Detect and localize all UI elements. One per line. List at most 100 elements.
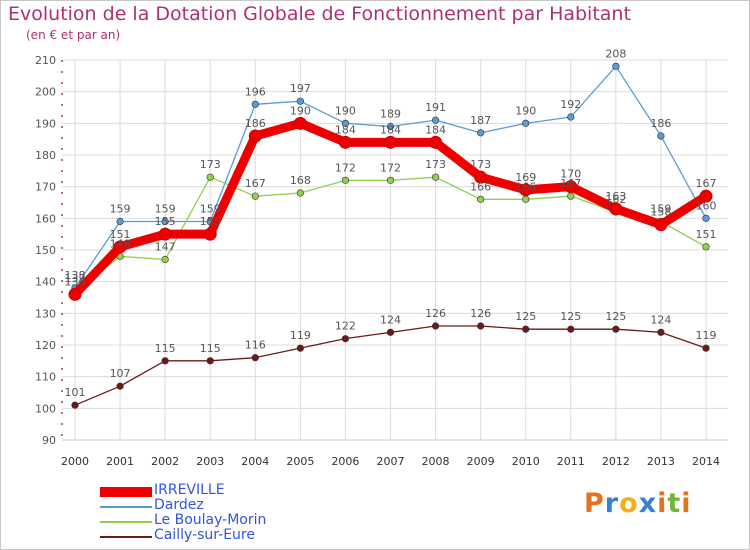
x-tick-label: 2011 <box>557 455 585 468</box>
data-point <box>429 135 443 149</box>
data-label: 172 <box>335 161 356 174</box>
x-tick-label: 2010 <box>512 455 540 468</box>
data-point <box>657 132 665 140</box>
data-point <box>522 195 530 203</box>
data-label: 192 <box>560 98 581 111</box>
x-tick-label: 2004 <box>241 455 269 468</box>
data-point <box>296 189 304 197</box>
data-label: 159 <box>200 203 221 216</box>
data-point <box>431 116 440 124</box>
data-label: 136 <box>65 275 86 288</box>
data-point <box>699 189 713 203</box>
data-point <box>161 255 169 264</box>
data-point <box>116 382 124 390</box>
data-label: 160 <box>696 199 717 212</box>
data-point <box>702 344 710 352</box>
x-tick-label: 2006 <box>331 455 359 468</box>
data-label: 158 <box>650 206 671 219</box>
data-point <box>522 325 530 333</box>
data-point <box>251 100 259 108</box>
legend-label: Dardez <box>154 497 204 513</box>
data-label: 170 <box>560 168 581 181</box>
y-tick-label: 160 <box>35 212 56 225</box>
data-point <box>612 62 620 70</box>
x-tick-label: 2007 <box>377 455 405 468</box>
data-label: 197 <box>290 82 311 95</box>
data-point <box>474 170 488 184</box>
y-tick-label: 190 <box>35 117 56 130</box>
data-point <box>477 129 485 137</box>
data-label: 187 <box>470 114 491 127</box>
data-label: 168 <box>290 174 311 187</box>
data-label: 173 <box>470 158 491 171</box>
y-tick-label: 140 <box>35 276 56 289</box>
data-label: 167 <box>560 177 581 190</box>
data-point <box>567 325 575 333</box>
x-tick-label: 2008 <box>422 455 450 468</box>
data-point <box>477 195 485 203</box>
brand-letter: x <box>638 488 658 519</box>
legend-swatch <box>100 487 152 497</box>
data-label: 151 <box>696 228 717 241</box>
data-point <box>567 113 575 121</box>
data-point <box>519 183 533 197</box>
data-label: 151 <box>110 228 131 241</box>
data-label: 116 <box>245 339 266 352</box>
data-point <box>431 322 440 330</box>
data-label: 119 <box>290 329 311 342</box>
data-point <box>612 325 620 333</box>
data-label: 159 <box>650 203 671 216</box>
data-label: 162 <box>605 193 626 206</box>
data-label: 190 <box>290 104 311 117</box>
data-label: 148 <box>110 237 131 250</box>
data-label: 167 <box>696 177 717 190</box>
data-point <box>113 240 127 254</box>
data-label: 166 <box>515 180 536 193</box>
data-point <box>71 401 79 409</box>
data-label: 167 <box>245 177 266 190</box>
data-label: 166 <box>470 180 491 193</box>
data-label: 126 <box>470 307 491 320</box>
data-point <box>251 354 259 362</box>
y-tick-label: 150 <box>35 244 56 257</box>
data-label: 107 <box>110 367 131 380</box>
legend-label: Le Boulay-Morin <box>154 512 267 528</box>
data-label: 124 <box>380 313 401 326</box>
data-label: 126 <box>425 307 446 320</box>
y-tick-label: 100 <box>35 402 56 415</box>
data-point <box>386 328 395 336</box>
data-point <box>251 192 259 200</box>
data-point <box>654 218 668 232</box>
data-point <box>384 135 397 149</box>
data-point <box>341 119 350 127</box>
data-point <box>657 328 665 336</box>
data-label: 186 <box>245 117 266 130</box>
data-point <box>431 173 440 181</box>
data-point <box>477 322 485 330</box>
data-label: 173 <box>200 158 221 171</box>
data-label: 184 <box>425 123 446 136</box>
data-label: 147 <box>155 241 176 254</box>
x-tick-label: 2012 <box>602 455 630 468</box>
data-point <box>206 173 214 181</box>
data-point <box>161 357 169 365</box>
x-tick-label: 2003 <box>196 455 224 468</box>
data-point <box>206 357 214 365</box>
data-label: 119 <box>696 329 717 342</box>
data-point <box>203 227 217 241</box>
data-label: 115 <box>200 342 221 355</box>
brand-letter: r <box>604 488 620 519</box>
y-tick-label: 200 <box>35 86 56 99</box>
data-point <box>338 135 352 149</box>
data-label: 196 <box>245 85 266 98</box>
data-label: 155 <box>200 215 221 228</box>
data-label: 101 <box>65 386 86 399</box>
brand-letter: t <box>667 488 682 519</box>
data-point <box>116 217 124 226</box>
y-tick-label: 130 <box>35 307 56 320</box>
brand-letter: o <box>619 488 639 519</box>
chart-subtitle: (en € et par an) <box>26 28 121 42</box>
data-label: 173 <box>425 158 446 171</box>
legend-label: Cailly-sur-Eure <box>154 527 255 543</box>
brand-letter: i <box>657 488 668 519</box>
